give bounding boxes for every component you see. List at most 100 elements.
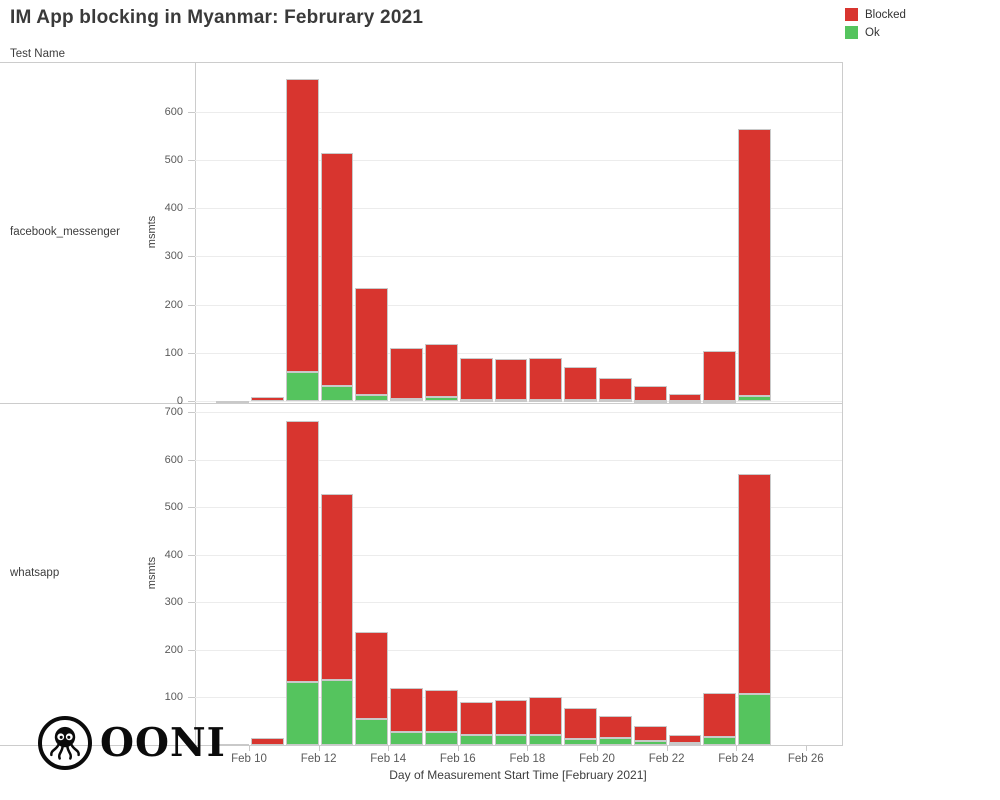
bar-segment-ok[interactable] (668, 742, 702, 745)
facet-column-header: Test Name (10, 48, 65, 60)
bar-segment-blocked[interactable] (320, 152, 354, 386)
bar-segment-ok[interactable] (633, 400, 667, 403)
bar-segment-ok[interactable] (599, 399, 632, 402)
facet-row-label: facebook_messenger (10, 226, 120, 238)
octopus-glyph (50, 726, 80, 760)
x-tick-label: Feb 10 (231, 753, 267, 765)
bar-segment-blocked[interactable] (703, 692, 737, 738)
bar-segment-ok[interactable] (494, 399, 528, 402)
bar-segment-blocked[interactable] (216, 744, 249, 747)
bar-segment-ok[interactable] (564, 400, 597, 403)
bar-segment-blocked[interactable] (564, 708, 597, 739)
legend-label-ok: Ok (865, 26, 880, 39)
bar-segment-ok[interactable] (668, 400, 702, 403)
bar-segment-ok[interactable] (390, 732, 423, 745)
bar-segment-blocked[interactable] (668, 394, 702, 401)
bar-segment-ok[interactable] (703, 737, 737, 745)
bar-segment-blocked[interactable] (390, 688, 423, 733)
y-tick-label: 300 (164, 596, 183, 609)
legend-item-ok: Ok (845, 26, 906, 39)
bar-segment-blocked[interactable] (529, 697, 563, 736)
x-tick-mark (249, 746, 250, 751)
bar-segment-blocked[interactable] (668, 735, 702, 743)
x-tick-label: Feb 14 (370, 753, 407, 765)
bar-segment-blocked[interactable] (251, 396, 284, 401)
bar-segment-ok[interactable] (425, 731, 458, 745)
x-tick-label: Feb 12 (300, 753, 337, 765)
bar-segment-blocked[interactable] (320, 493, 354, 681)
bar-segment-blocked[interactable] (529, 357, 563, 400)
bar-segment-blocked[interactable] (216, 400, 249, 403)
bar-segment-blocked[interactable] (425, 344, 458, 398)
bar-segment-ok[interactable] (529, 399, 563, 402)
bar-segment-ok[interactable] (355, 719, 389, 745)
bar-segment-blocked[interactable] (390, 347, 423, 399)
bar-segment-ok[interactable] (529, 735, 563, 745)
octopus-icon (38, 716, 92, 770)
y-tick-mark (188, 160, 195, 162)
bar-segment-ok[interactable] (564, 738, 597, 745)
x-tick-mark (318, 746, 320, 751)
y-tick-mark (188, 649, 195, 651)
bar-segment-ok[interactable] (459, 399, 493, 402)
bar-segment-blocked[interactable] (285, 420, 319, 683)
y-axis-title: msmts (146, 215, 158, 249)
bar-segment-blocked[interactable] (738, 473, 771, 694)
header-divider-line (0, 62, 842, 63)
bar-segment-ok[interactable] (425, 397, 458, 401)
bar-segment-blocked[interactable] (703, 351, 737, 401)
y-tick-mark (188, 208, 195, 210)
y-gridline (195, 208, 842, 210)
bar-segment-blocked[interactable] (355, 288, 389, 396)
y-tick-mark (188, 459, 195, 461)
x-tick-label: Feb 18 (509, 753, 546, 765)
bar-segment-ok[interactable] (459, 735, 493, 745)
bar-segment-ok[interactable] (703, 400, 737, 403)
x-tick-mark (597, 746, 598, 751)
legend-swatch-blocked (845, 8, 858, 21)
bar-segment-blocked[interactable] (459, 357, 493, 400)
bar-segment-ok[interactable] (494, 735, 528, 745)
bar-segment-blocked[interactable] (633, 385, 667, 401)
bar-segment-blocked[interactable] (459, 702, 493, 735)
y-gridline (195, 507, 842, 509)
bar-segment-ok[interactable] (599, 737, 632, 745)
y-gridline (195, 459, 842, 461)
bar-segment-ok[interactable] (355, 395, 389, 401)
bar-segment-blocked[interactable] (564, 367, 597, 401)
bar-segment-blocked[interactable] (599, 377, 632, 400)
y-gridline (195, 554, 842, 556)
y-axis-title: msmts (146, 556, 158, 590)
bar-segment-ok[interactable] (285, 682, 319, 745)
bar-segment-blocked[interactable] (251, 737, 284, 745)
y-tick-label: 0 (176, 395, 183, 407)
bar-segment-blocked[interactable] (738, 128, 771, 397)
y-tick-label: 600 (164, 105, 183, 118)
y-tick-label: 500 (164, 154, 183, 167)
bar-segment-ok[interactable] (738, 396, 771, 401)
bar-segment-blocked[interactable] (494, 699, 528, 735)
bar-segment-ok[interactable] (738, 693, 771, 745)
bar-segment-blocked[interactable] (285, 79, 319, 373)
x-tick-mark (805, 746, 807, 751)
bar-segment-blocked[interactable] (633, 726, 667, 742)
y-gridline (195, 304, 842, 306)
bar-segment-ok[interactable] (390, 398, 423, 401)
y-tick-label: 200 (164, 643, 183, 656)
y-tick-label: 400 (164, 548, 183, 561)
bar-segment-ok[interactable] (320, 680, 354, 745)
bar-segment-blocked[interactable] (355, 631, 389, 720)
bar-segment-ok[interactable] (285, 372, 319, 401)
ooni-logo: OONI (38, 716, 226, 770)
bar-segment-ok[interactable] (633, 741, 667, 745)
y-gridline (195, 352, 842, 354)
x-tick-mark (736, 746, 738, 751)
bar-segment-blocked[interactable] (425, 690, 458, 732)
legend-swatch-ok (845, 26, 858, 39)
x-tick-label: Feb 20 (579, 753, 615, 765)
bar-segment-blocked[interactable] (599, 716, 632, 738)
y-tick-mark (188, 256, 195, 258)
bar-segment-ok[interactable] (320, 385, 354, 401)
bar-segment-blocked[interactable] (494, 359, 528, 400)
y-tick-mark (188, 111, 195, 113)
